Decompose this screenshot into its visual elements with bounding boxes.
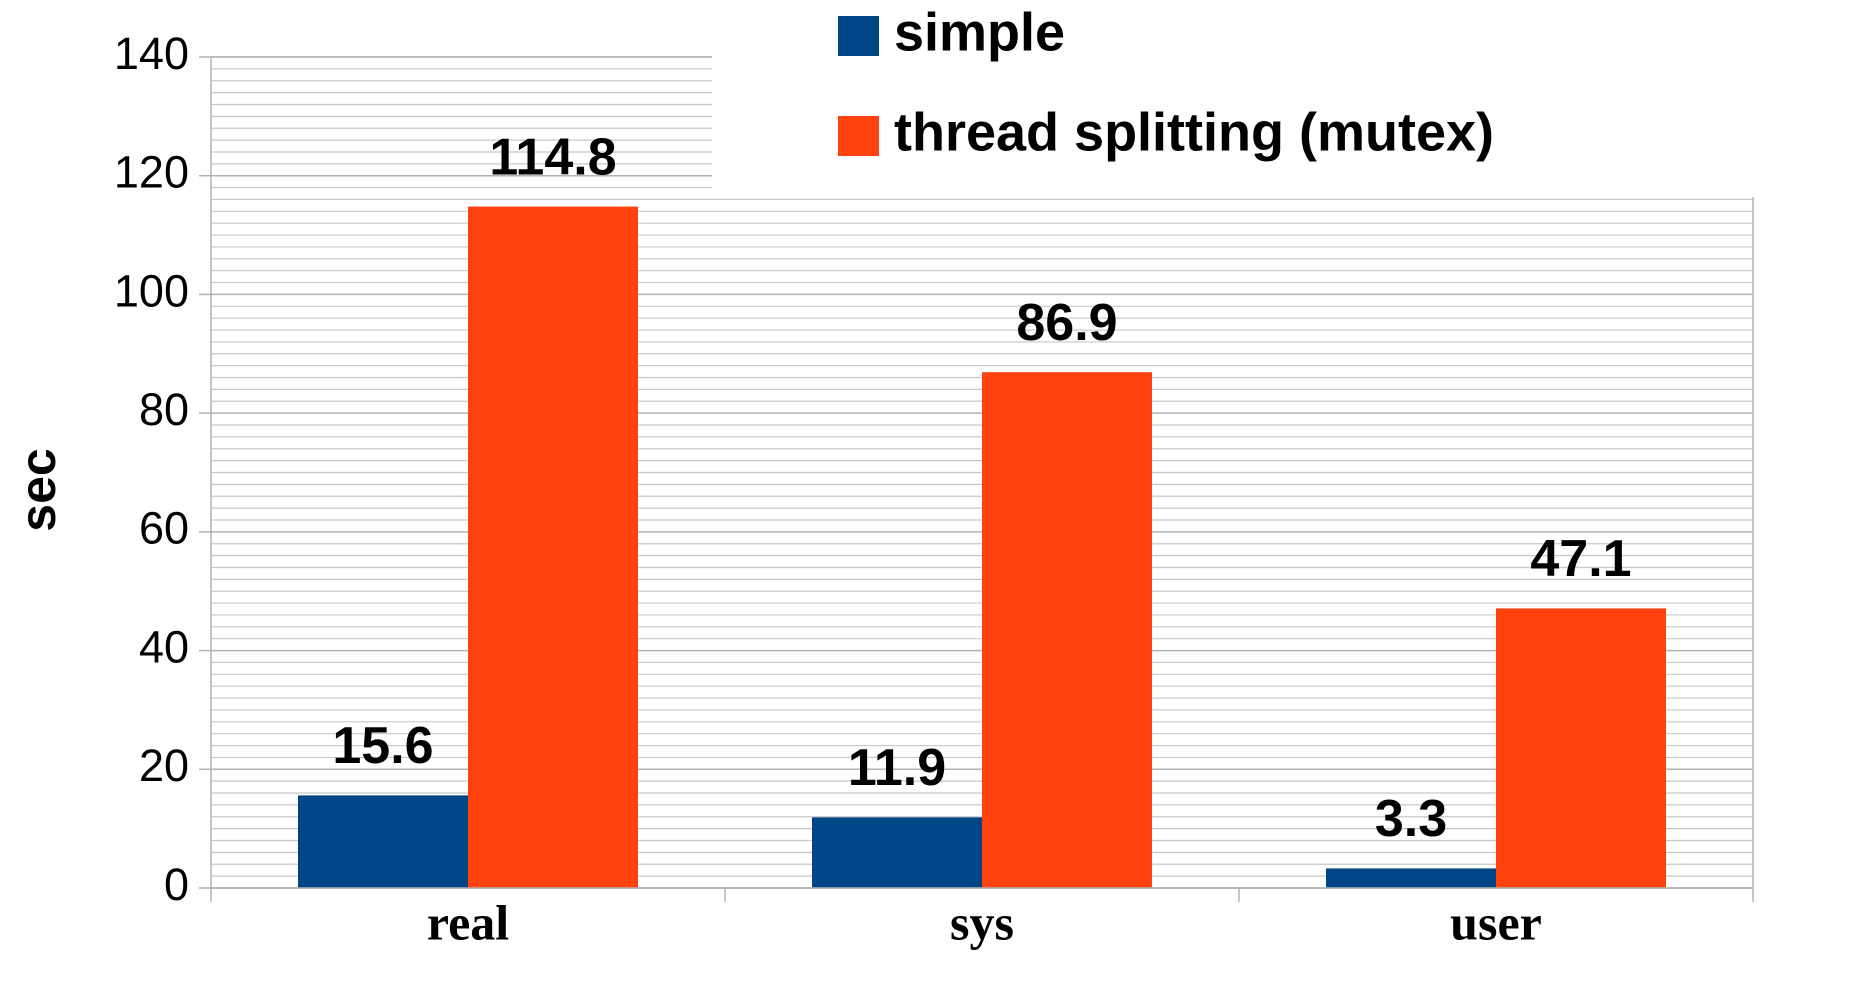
y-tick-label: 80 — [139, 384, 189, 435]
y-axis-label: sec — [10, 448, 66, 531]
y-tick-label: 60 — [139, 503, 189, 554]
y-tick-label: 140 — [114, 28, 189, 79]
bar — [1326, 868, 1496, 888]
bar — [1496, 608, 1666, 888]
value-label: 114.8 — [489, 128, 616, 186]
value-label: 86.9 — [1016, 294, 1117, 352]
legend-swatch — [838, 16, 879, 56]
legend-label: simple — [894, 2, 1065, 62]
y-tick-label: 120 — [114, 147, 189, 198]
value-label: 15.6 — [332, 717, 433, 775]
bar — [982, 372, 1152, 889]
x-tick-label: sys — [950, 894, 1014, 950]
legend-label: thread splitting (mutex) — [894, 102, 1494, 162]
y-tick-label: 20 — [139, 740, 189, 791]
value-label: 47.1 — [1530, 530, 1631, 588]
legend-background — [712, 0, 1755, 197]
bar — [812, 817, 982, 888]
y-tick-label: 0 — [164, 859, 189, 910]
x-tick-label: user — [1450, 894, 1542, 950]
x-tick-label: real — [427, 894, 509, 950]
legend-swatch — [838, 116, 879, 156]
bar — [298, 795, 468, 888]
bar — [468, 206, 638, 888]
value-label: 11.9 — [848, 739, 946, 797]
y-tick-label: 40 — [139, 621, 189, 672]
y-tick-label: 100 — [114, 265, 189, 316]
value-label: 3.3 — [1375, 790, 1447, 848]
